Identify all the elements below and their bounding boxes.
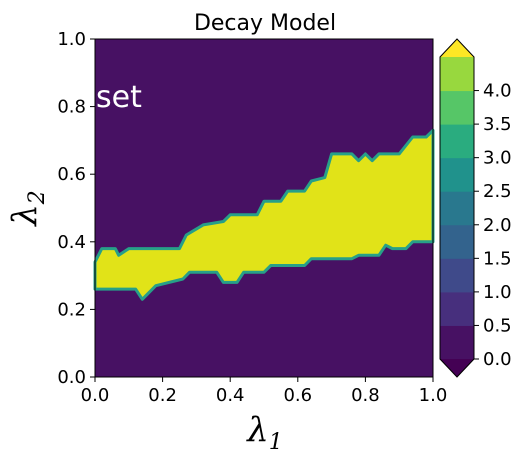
colorbar-tick-label: 0.5 <box>483 315 512 336</box>
colorbar-tick-label: 4.0 <box>483 81 512 102</box>
colorbar-tick-label: 2.5 <box>483 181 512 202</box>
colorbar-tick-label: 1.5 <box>483 248 512 269</box>
colorbar: 0.0 0.5 1.0 1.5 2.0 2.5 3.0 3.5 4.0 <box>439 38 512 378</box>
colorbar-tick-label: 1.0 <box>483 282 512 303</box>
y-tick-label: 0.8 <box>57 97 86 118</box>
x-tick-label: 1.0 <box>419 385 448 406</box>
y-axis-label: λ2 <box>5 190 50 228</box>
colorbar-band <box>440 157 474 192</box>
colorbar-extend-min <box>440 359 474 377</box>
colorbar-band <box>440 57 474 92</box>
y-tick-label: 1.0 <box>57 29 86 50</box>
colorbar-band <box>440 124 474 159</box>
y-axis: 0.0 0.2 0.4 0.6 0.8 1.0 <box>57 29 95 388</box>
colorbar-band <box>440 90 474 125</box>
y-tick-label: 0.4 <box>57 232 86 253</box>
y-tick-label: 0.2 <box>57 299 86 320</box>
colorbar-tick-label: 3.5 <box>483 114 512 135</box>
colorbar-tick-label: 3.0 <box>483 148 512 169</box>
y-tick-label: 0.6 <box>57 164 86 185</box>
x-tick-label: 0.2 <box>148 385 177 406</box>
plot-frame <box>94 38 434 378</box>
solution-region <box>93 128 435 301</box>
x-tick-label: 0.0 <box>81 385 110 406</box>
x-tick-label: 0.4 <box>216 385 245 406</box>
colorbar-tick-label: 0.0 <box>483 349 512 370</box>
x-tick-label: 0.8 <box>351 385 380 406</box>
chart-title: Decay Model <box>194 11 336 36</box>
colorbar-band <box>440 224 474 259</box>
colorbar-band <box>440 258 474 293</box>
set-annotation: set <box>96 80 142 115</box>
x-axis: 0.0 0.2 0.4 0.6 0.8 1.0 <box>81 377 448 406</box>
colorbar-band <box>440 191 474 226</box>
y-tick-label: 0.0 <box>57 367 86 388</box>
x-tick-label: 0.6 <box>283 385 312 406</box>
colorbar-tick-label: 2.0 <box>483 215 512 236</box>
colorbar-band <box>440 291 474 326</box>
x-axis-label: λ1 <box>245 410 283 455</box>
colorbar-band <box>440 325 474 360</box>
plot-area: set <box>93 38 435 378</box>
colorbar-extend-max <box>440 39 474 57</box>
